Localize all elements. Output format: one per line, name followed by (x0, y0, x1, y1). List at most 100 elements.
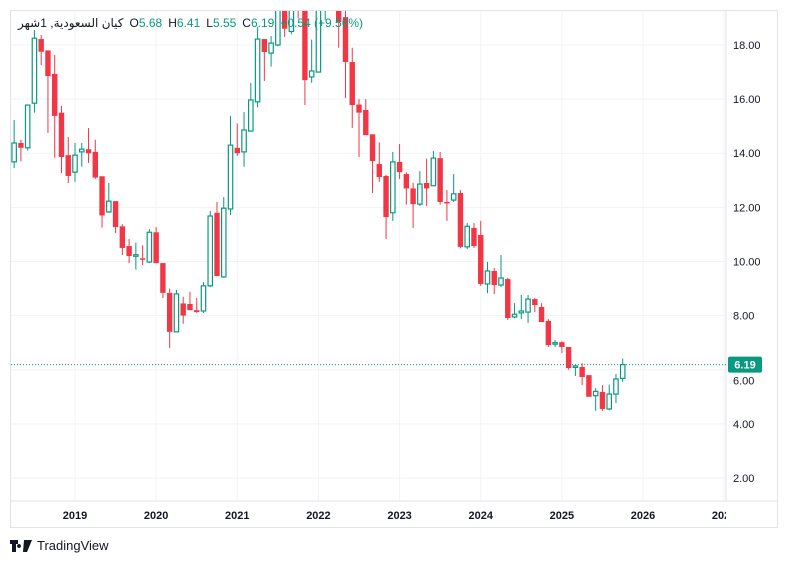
candle-down[interactable] (356, 99, 362, 158)
candle-down[interactable] (234, 123, 240, 156)
candle-down[interactable] (214, 201, 220, 277)
candle-down[interactable] (295, 0, 300, 18)
candle-up[interactable] (227, 115, 234, 215)
candle-down[interactable] (261, 39, 268, 81)
candle-down[interactable] (579, 362, 585, 386)
candle-up[interactable] (308, 39, 315, 83)
candle-down[interactable] (545, 319, 552, 347)
candle-up[interactable] (248, 82, 254, 132)
candle-down[interactable] (45, 50, 51, 133)
candle-down[interactable] (180, 296, 186, 324)
candle-down[interactable] (139, 245, 146, 265)
candle-up[interactable] (518, 295, 525, 320)
candle-down[interactable] (471, 223, 477, 248)
candle-body (295, 0, 300, 2)
candle-up[interactable] (288, 0, 295, 35)
candle-up[interactable] (464, 223, 470, 250)
candle-up[interactable] (268, 36, 274, 67)
candle-up[interactable] (430, 151, 437, 187)
candle-up[interactable] (606, 384, 612, 411)
candle-down[interactable] (281, 0, 288, 37)
open-value: 5.68 (138, 16, 163, 30)
candle-down[interactable] (444, 190, 450, 221)
candle-up[interactable] (220, 197, 227, 278)
candle-down[interactable] (18, 139, 24, 162)
candle-up[interactable] (511, 303, 518, 319)
candle-up[interactable] (572, 365, 579, 376)
candle-down[interactable] (491, 267, 497, 294)
candle-up[interactable] (525, 295, 531, 323)
candle-down[interactable] (565, 346, 572, 370)
candle-body (323, 0, 327, 2)
candle-up[interactable] (133, 242, 139, 270)
candle-down[interactable] (478, 220, 484, 286)
candle-body (356, 104, 362, 113)
candle-down[interactable] (112, 201, 119, 234)
candle-down[interactable] (342, 10, 349, 99)
candle-down[interactable] (92, 139, 98, 179)
candle-down[interactable] (126, 239, 132, 264)
candle-up[interactable] (78, 142, 85, 167)
candle-up[interactable] (484, 262, 491, 294)
candle-up[interactable] (619, 358, 626, 382)
candle-down[interactable] (52, 55, 58, 158)
candle-up[interactable] (146, 229, 153, 264)
candle-down[interactable] (85, 128, 92, 163)
candle-down[interactable] (383, 174, 389, 240)
candle-up[interactable] (200, 282, 207, 313)
low-label: L (206, 16, 213, 30)
candle-up[interactable] (613, 374, 619, 404)
candle-up[interactable] (31, 30, 38, 113)
candle-down[interactable] (586, 375, 592, 397)
candle-up[interactable] (498, 254, 504, 287)
tradingview-brand[interactable]: TradingView (10, 538, 109, 553)
candle-down[interactable] (336, 0, 342, 48)
candle-up[interactable] (450, 174, 457, 202)
candle-down[interactable] (349, 47, 355, 129)
candle-down[interactable] (119, 224, 126, 255)
candle-down[interactable] (457, 190, 464, 248)
candle-up[interactable] (241, 112, 247, 167)
candle-down[interactable] (65, 137, 71, 184)
candle-up[interactable] (390, 151, 396, 221)
candle-up[interactable] (72, 142, 78, 182)
candle-up[interactable] (315, 0, 322, 73)
candle-down[interactable] (194, 298, 200, 313)
candle-up[interactable] (254, 26, 261, 108)
candle-up[interactable] (173, 289, 180, 333)
candle-down[interactable] (58, 105, 65, 173)
candle-down[interactable] (153, 227, 159, 264)
candle-up[interactable] (106, 183, 112, 213)
candle-down[interactable] (410, 183, 416, 228)
candle-down[interactable] (599, 385, 606, 411)
symbol-interval[interactable]: كيان السعودية, 1شهر (18, 16, 124, 30)
candle-up[interactable] (11, 119, 17, 169)
candle-down[interactable] (302, 0, 308, 106)
candle-down[interactable] (423, 158, 430, 207)
candle-up[interactable] (24, 104, 31, 151)
candle-down[interactable] (403, 172, 410, 205)
candle-up[interactable] (592, 388, 599, 411)
candle-down[interactable] (99, 176, 105, 228)
candle-down[interactable] (505, 277, 511, 320)
candle-down[interactable] (559, 341, 565, 353)
candle-down[interactable] (187, 291, 193, 311)
candle-down[interactable] (166, 288, 173, 349)
candle-down[interactable] (532, 298, 538, 313)
candle-down[interactable] (538, 303, 545, 323)
candle-up[interactable] (552, 339, 558, 347)
candle-up[interactable] (417, 171, 423, 207)
candle-up[interactable] (275, 0, 281, 47)
chart-legend: كيان السعودية, 1شهر O5.68 H6.41 L5.55 C6… (18, 16, 363, 30)
candle-down[interactable] (396, 144, 403, 179)
candle-body (545, 321, 552, 346)
candle-up[interactable] (207, 210, 214, 288)
candle-down[interactable] (38, 34, 44, 66)
candle-down[interactable] (369, 134, 376, 194)
candle-up[interactable] (323, 0, 327, 21)
candle-down[interactable] (160, 263, 166, 299)
candle-down[interactable] (363, 99, 369, 136)
candle-down[interactable] (437, 151, 443, 205)
candle-down[interactable] (376, 142, 382, 182)
